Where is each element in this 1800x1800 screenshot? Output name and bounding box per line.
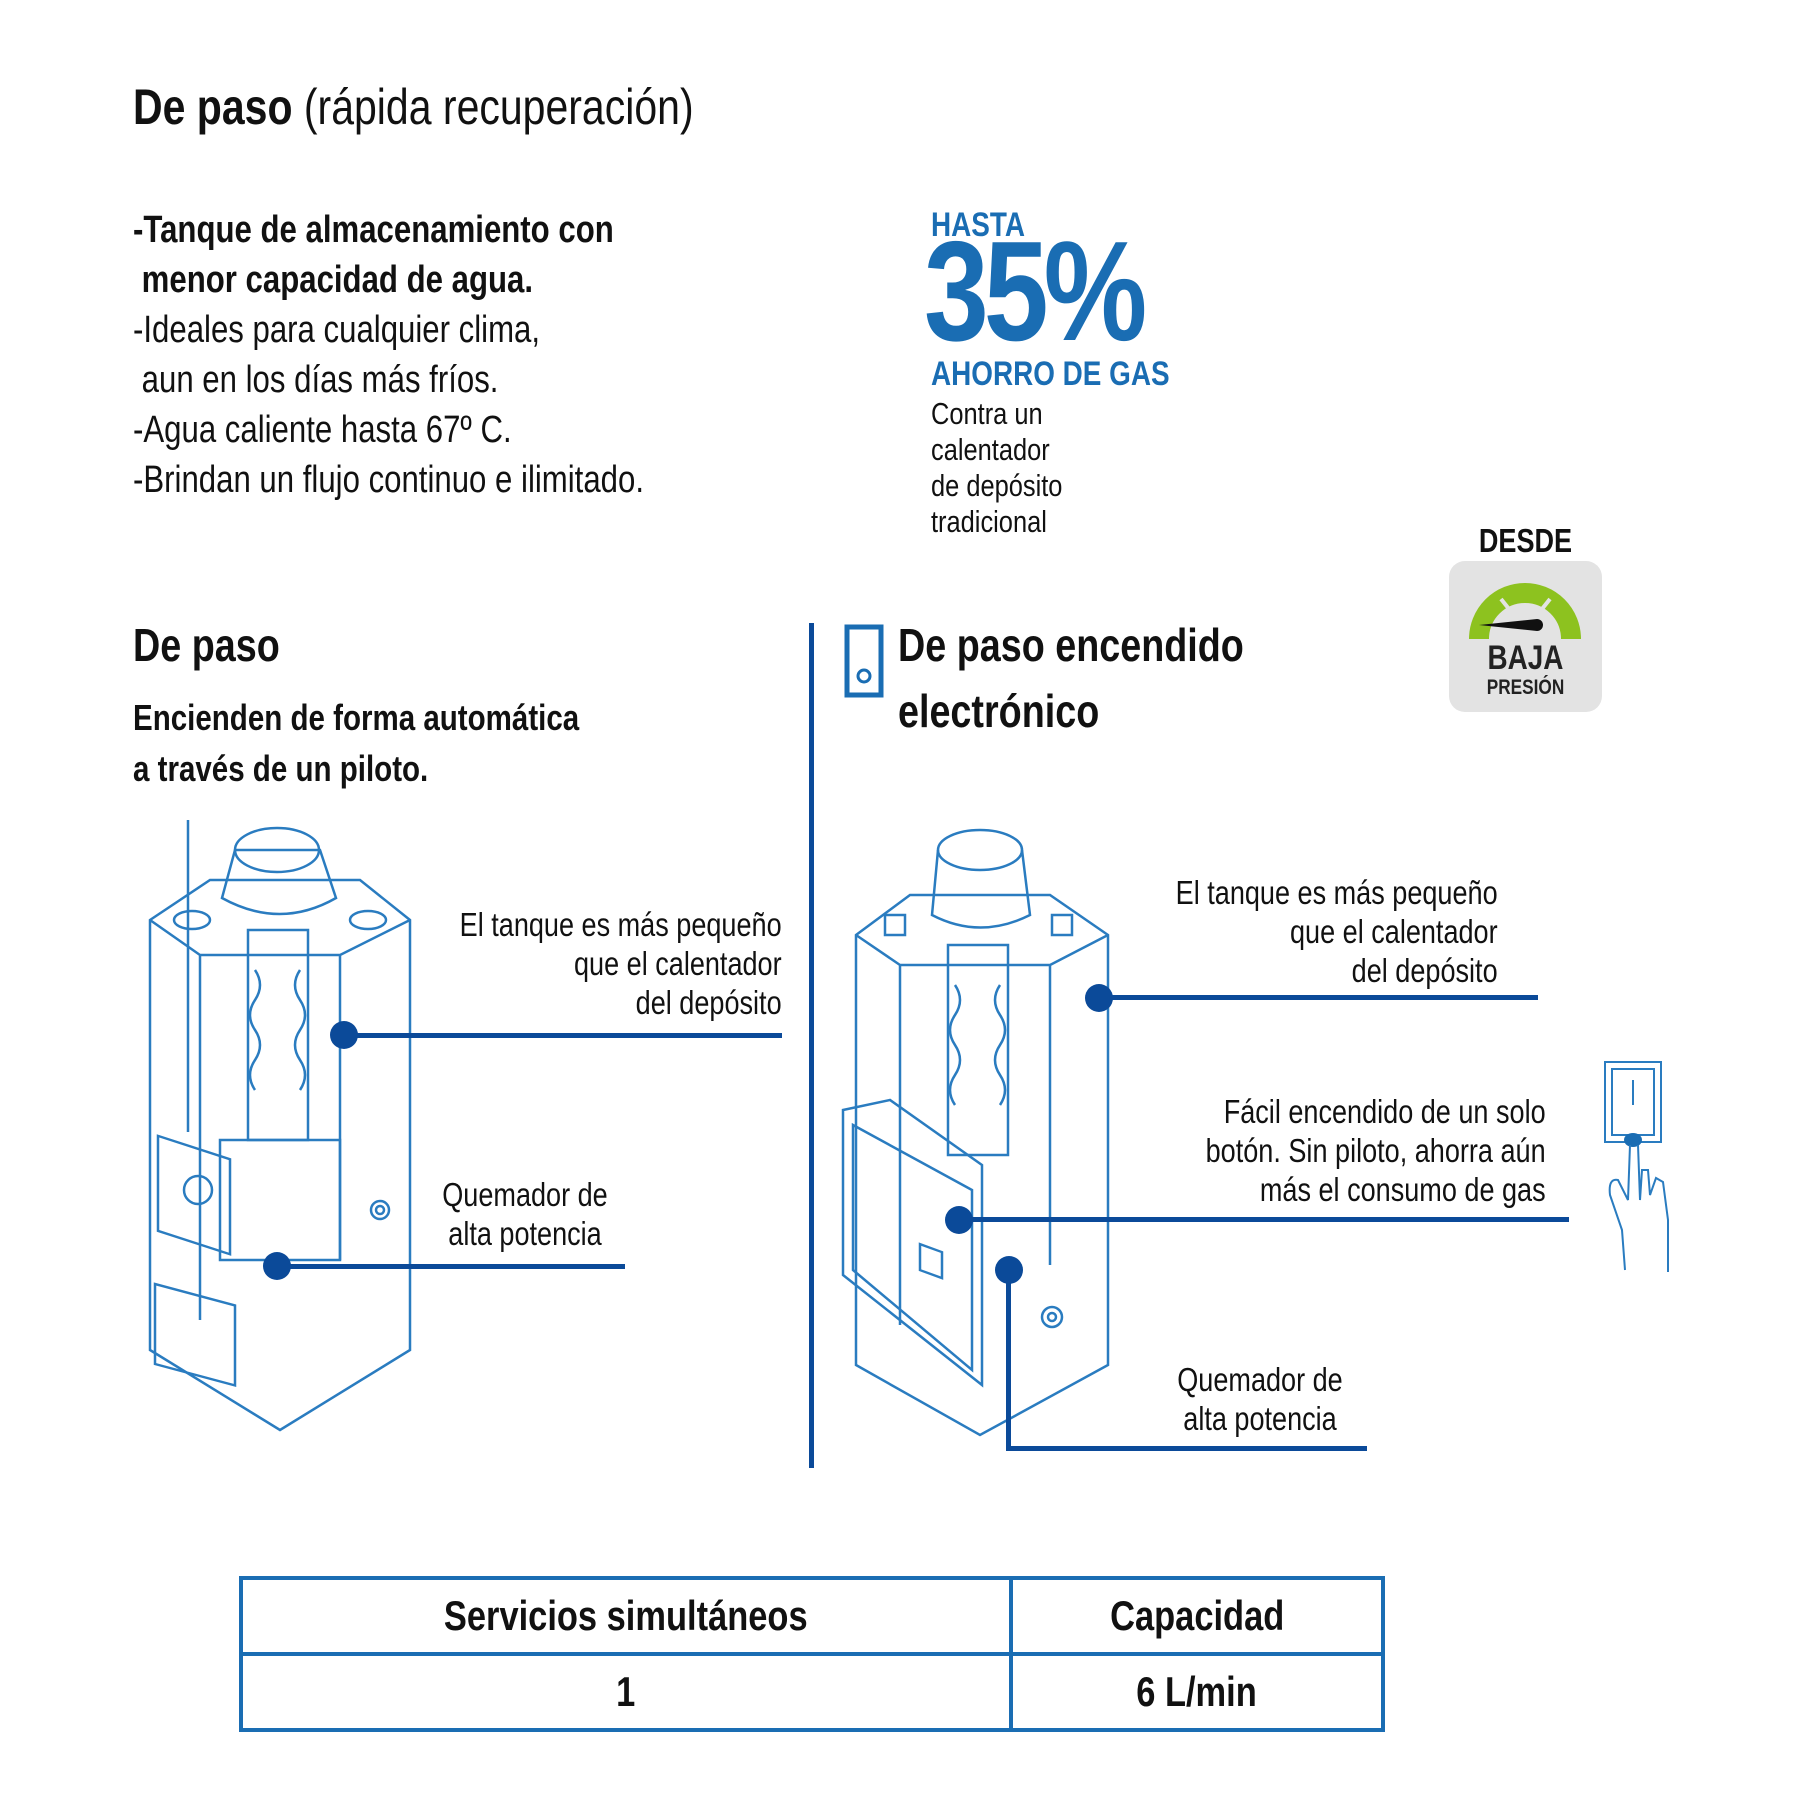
hand-pressing-button-icon — [1604, 1061, 1669, 1272]
table-cell: 6 L/min — [1008, 1652, 1386, 1732]
savings-prefix: HASTA — [931, 206, 1025, 244]
feature-line: -Agua caliente hasta 67º C. — [133, 409, 512, 451]
callout-line — [1006, 1270, 1011, 1450]
savings-label: AHORRO DE GAS — [931, 355, 1170, 393]
callout-line — [1006, 1446, 1367, 1451]
badge-top-text: DESDE — [1478, 522, 1573, 559]
spec-table: Servicios simultáneos Capacidad 1 6 L/mi… — [239, 1576, 1386, 1732]
badge-sub-text: PRESIÓN — [1486, 676, 1565, 699]
right-tank-callout: El tanque es más pequeño que el calentad… — [1176, 873, 1498, 990]
section-divider — [809, 623, 814, 1468]
savings-note: Contra un — [931, 396, 1043, 431]
left-subtitle: Encienden de forma automática — [133, 697, 580, 738]
savings-note: de depósito — [931, 468, 1063, 503]
table-header: Capacidad — [1008, 1576, 1386, 1656]
table-cell: 1 — [239, 1652, 1013, 1732]
left-tank-callout: El tanque es más pequeño que el calentad… — [460, 905, 782, 1022]
callout-line — [959, 1217, 1569, 1222]
callout-text: El tanque es más pequeño — [1176, 874, 1498, 911]
callout-text: que el calentador — [574, 945, 782, 982]
electronic-ignition-icon — [844, 624, 884, 698]
water-heater-electronic-illustration — [841, 828, 1110, 1437]
callout-text: Quemador de — [442, 1176, 608, 1213]
feature-line: -Brindan un flujo continuo e ilimitado. — [133, 459, 644, 501]
callout-text: del depósito — [636, 984, 782, 1021]
badge-main-text: BAJA — [1487, 639, 1564, 677]
callout-line — [344, 1033, 782, 1038]
feature-bold-line: -Tanque de almacenamiento con — [133, 209, 614, 251]
badge-box: BAJA PRESIÓN — [1449, 561, 1602, 712]
callout-text: Quemador de — [1177, 1361, 1343, 1398]
callout-line — [277, 1264, 625, 1269]
left-heading: De paso — [133, 619, 280, 671]
left-burner-callout: Quemador de alta potencia — [431, 1175, 620, 1253]
page-title: De paso (rápida recuperación) — [133, 79, 694, 135]
savings-note: calentador — [931, 432, 1050, 467]
right-heading: De paso encendido — [898, 619, 1244, 671]
table-row: 1 6 L/min — [239, 1652, 1386, 1732]
callout-text: Fácil encendido de un solo — [1224, 1093, 1546, 1130]
callout-line — [1099, 995, 1538, 1000]
right-heading: electrónico — [898, 685, 1100, 737]
callout-text: alta potencia — [1183, 1400, 1337, 1437]
button-callout: Fácil encendido de un solo botón. Sin pi… — [1206, 1092, 1546, 1209]
right-burner-callout: Quemador de alta potencia — [1166, 1360, 1355, 1438]
callout-text: del depósito — [1352, 952, 1498, 989]
callout-text: que el calentador — [1290, 913, 1498, 950]
callout-text: El tanque es más pequeño — [460, 906, 782, 943]
savings-value: 35% — [924, 212, 1147, 371]
table-header: Servicios simultáneos — [239, 1576, 1013, 1656]
feature-line: aun en los días más fríos. — [133, 359, 499, 401]
callout-text: más el consumo de gas — [1260, 1171, 1546, 1208]
table-header-row: Servicios simultáneos Capacidad — [239, 1576, 1386, 1656]
callout-text: alta potencia — [448, 1215, 602, 1252]
water-heater-pilot-illustration — [148, 820, 412, 1432]
feature-bold-line: menor capacidad de agua. — [133, 259, 534, 301]
savings-note: tradicional — [931, 504, 1047, 539]
gauge-icon — [1469, 583, 1581, 640]
left-subtitle: a través de un piloto. — [133, 748, 429, 789]
callout-text: botón. Sin piloto, ahorra aún — [1205, 1132, 1546, 1169]
feature-line: -Ideales para cualquier clima, — [133, 309, 541, 351]
